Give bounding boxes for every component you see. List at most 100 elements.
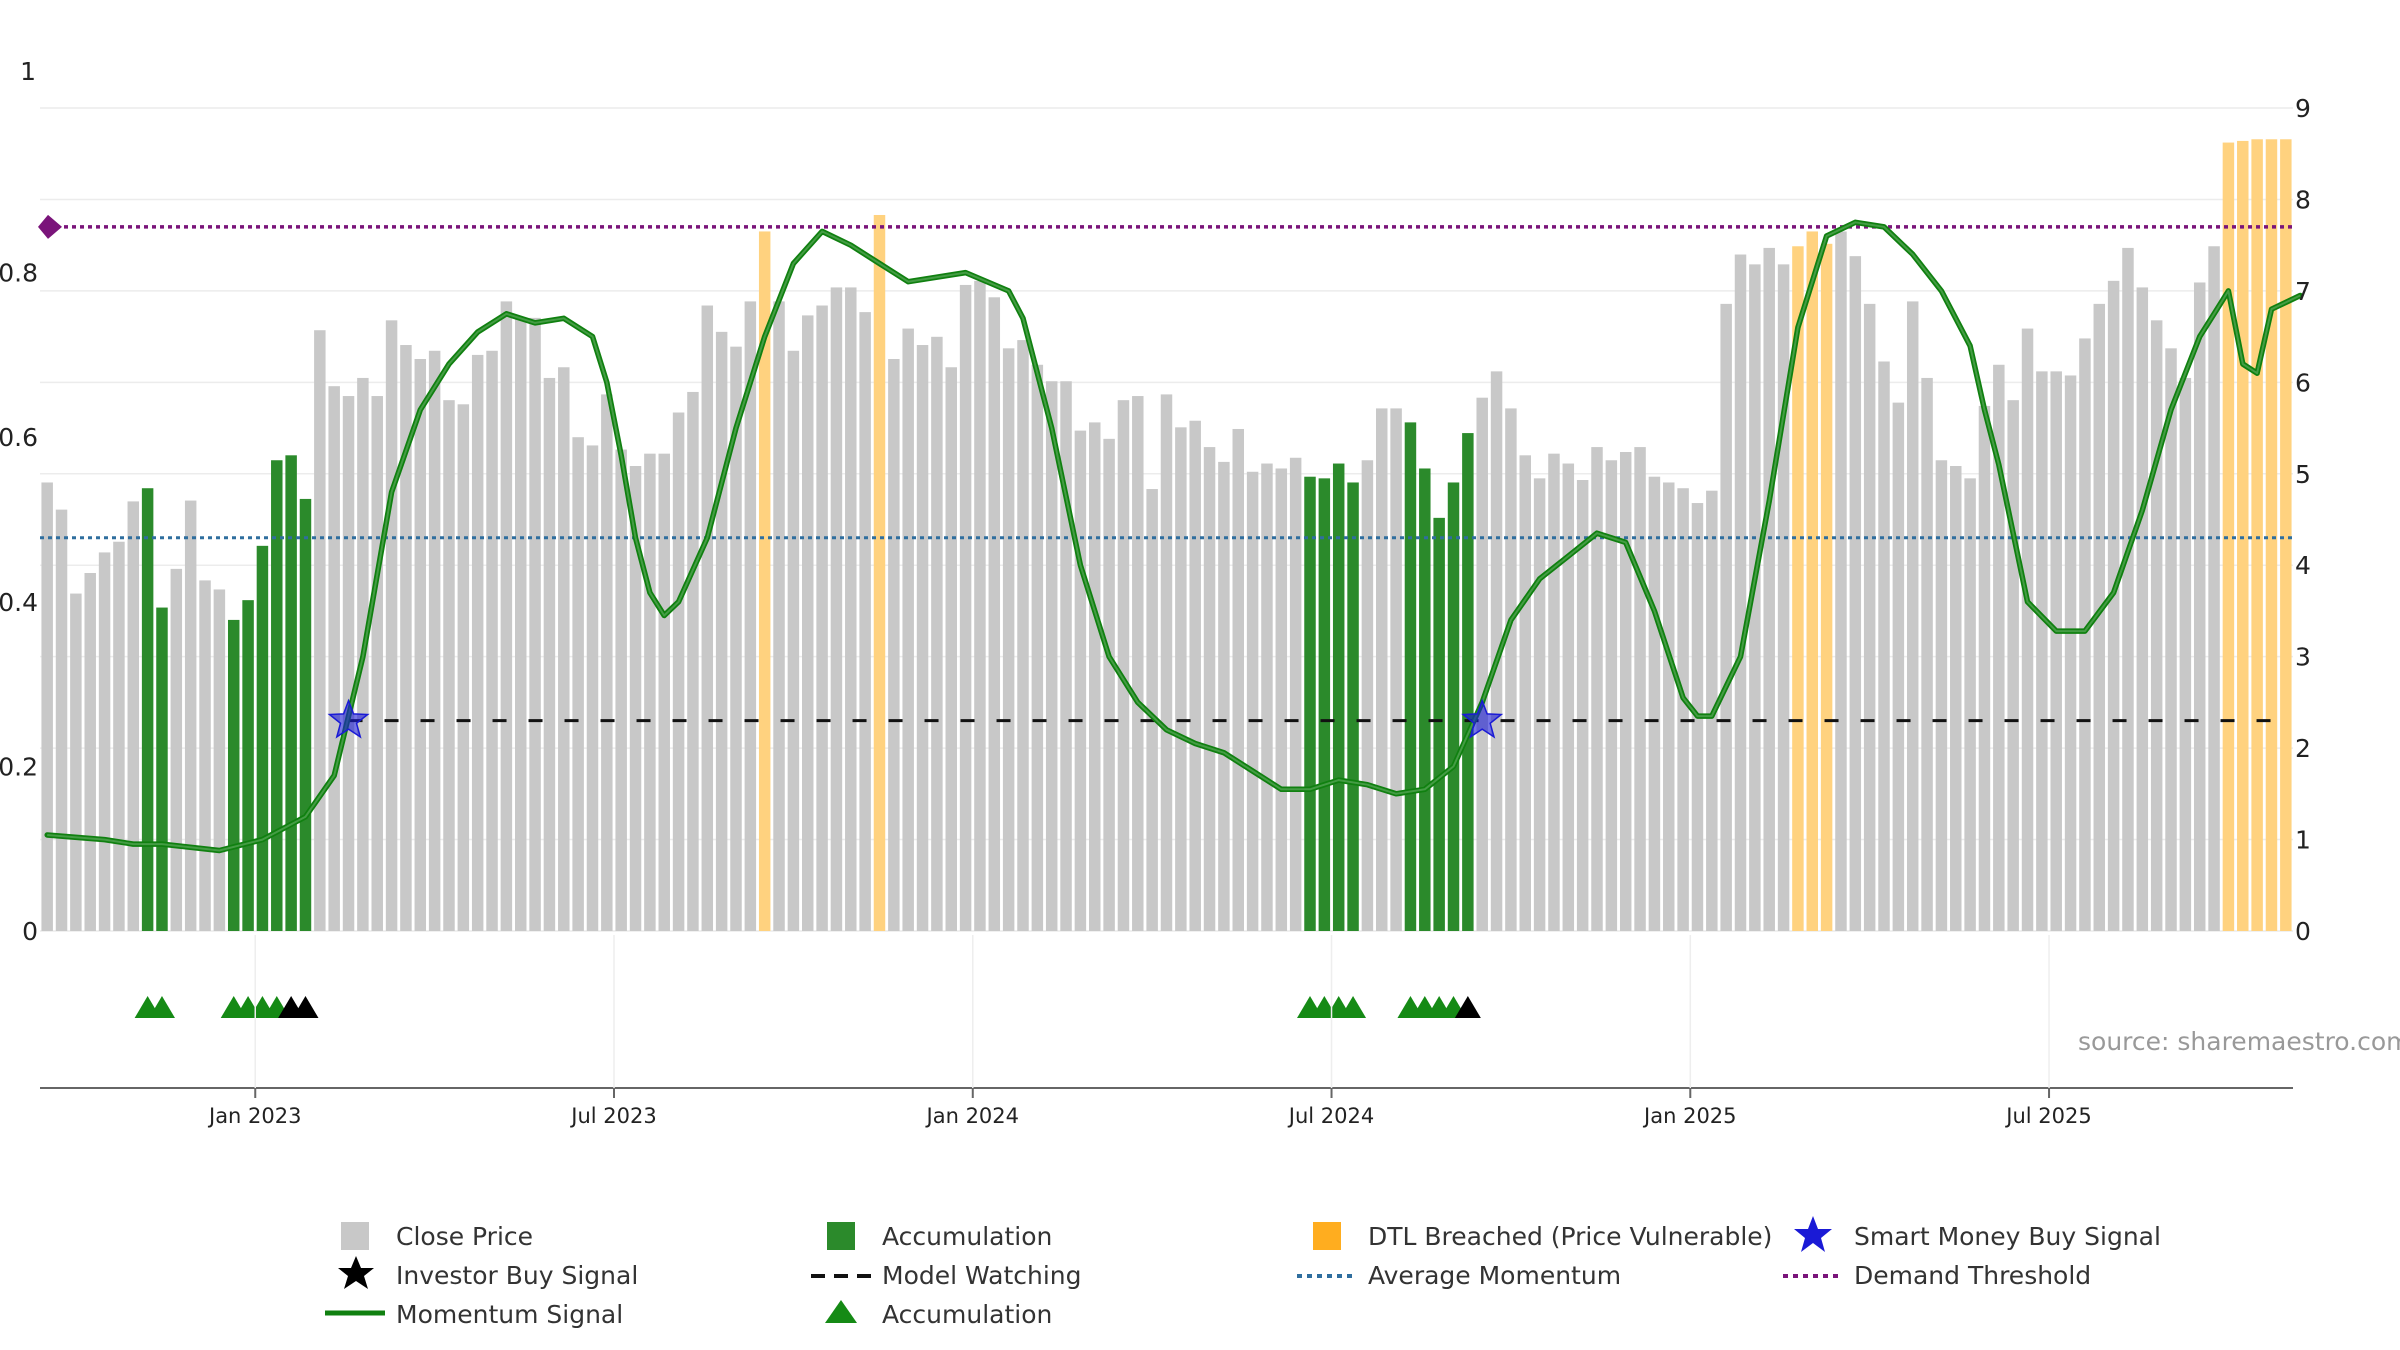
x-tick-label: Jul 2023 [569,1104,656,1128]
close-price-bar [2150,320,2163,932]
close-price-bar [500,301,513,931]
legend-smart-money-icon [1794,1216,1832,1252]
close-price-bar [615,449,627,931]
legend-average-momentum-label: Average Momentum [1368,1261,1621,1290]
close-price-bar [1720,303,1732,931]
close-price-bar [1074,430,1087,931]
dtl-breached-bar [2251,139,2263,932]
close-price-bar [170,568,183,931]
close-price-bar [2093,303,2106,931]
close-price-bar [1763,247,1775,931]
close-price-bar [1835,231,1847,931]
dtl-breached-bar [2280,139,2292,932]
x-tick-label: Jan 2025 [1642,1104,1737,1128]
y-right-tick-label: 0 [2295,917,2311,946]
y-left-tick-label: 1 [20,57,36,86]
close-price-bar [1060,381,1072,932]
close-price-bar [328,386,340,931]
close-price-bar [2050,371,2062,931]
close-price-bar [2208,246,2220,931]
x-axis-ticks: Jan 2023 Jul 2023 Jan 2024 Jul 2024 Jan 2025… [207,935,2092,1128]
dtl-breached-bar [1820,243,1833,932]
accumulation-bar [1462,433,1474,931]
x-tick-label: Jul 2025 [2004,1104,2091,1128]
close-price-bar [1017,340,1029,931]
close-price-bar [773,301,785,931]
close-price-bar [1390,408,1402,931]
close-price-bar [1892,402,1905,931]
investor-buy-triangle [292,996,319,1018]
close-price-bar [471,354,484,931]
close-price-bar [2107,280,2120,932]
accumulation-bar [1347,482,1359,931]
close-price-bar [988,297,1001,931]
x-tick-label: Jul 2024 [1287,1104,1374,1128]
close-price-bar [457,404,470,931]
close-price-bar [644,453,656,931]
close-price-bar [1519,455,1531,931]
close-price-bar [2193,282,2206,931]
close-price-bar [70,593,82,931]
close-price-bar [514,317,527,931]
close-price-bar [543,377,556,932]
demand-threshold-marker [38,214,62,239]
close-price-bar [2122,247,2134,931]
accumulation-triangle [148,996,175,1018]
legend-dtl-label: DTL Breached (Price Vulnerable) [1368,1222,1772,1251]
close-price-bar [1906,301,1919,931]
close-price-bar [443,400,455,931]
close-price-bar [787,350,800,931]
y-right-tick-label: 7 [2295,277,2311,306]
close-price-bar [687,391,699,931]
accumulation-bar [1433,517,1445,931]
close-price-bar [1734,254,1747,931]
close-price-bar [1863,303,1876,931]
close-price-bar [98,552,111,931]
close-price-bar [701,305,714,931]
close-price-bar [400,345,412,931]
close-price-bar [586,445,599,931]
dtl-breached-bar [2237,140,2249,932]
accumulation-bar [242,600,254,931]
close-price-bar [629,466,642,931]
close-price-bar [1562,463,1575,931]
y-right-tick-label: 8 [2295,185,2311,214]
accumulation-bar [299,498,312,931]
dtl-breached-bar [1792,246,1804,931]
close-price-bar [2064,375,2077,932]
close-price-bar [84,572,96,931]
close-price-bar [1978,405,1991,931]
smart-money-buy-star [1461,698,1504,739]
close-price-bar [2079,338,2091,931]
dtl-breached-bar [2222,142,2235,932]
close-price-bar [1275,468,1288,931]
accumulation-bar [285,455,297,931]
close-price-bar [802,315,814,931]
close-price-bar [1605,460,1618,931]
close-price-bar [1849,256,1862,931]
accumulation-bar [227,619,240,931]
close-price-bar [1921,377,1933,932]
accumulation-bar [156,607,168,931]
close-price-bar [1146,489,1158,931]
legend-investor-buy-label: Investor Buy Signal [396,1261,638,1290]
accumulation-bar [1419,468,1431,931]
y-axis-left: 0 0.2 0.4 0.6 0.8 1 [0,57,38,946]
close-price-bar [830,287,843,931]
close-price-bar [744,301,757,931]
accumulation-bar [1447,482,1460,931]
close-price-bar [1261,463,1273,931]
close-price-bar [572,437,584,931]
investor-buy-triangle [1454,996,1481,1018]
accumulation-bar [271,460,283,931]
close-price-bar [2179,377,2192,932]
close-price-bar [529,317,541,931]
close-price-bar [715,331,728,932]
close-price-bar [816,305,828,931]
accumulation-bar [256,545,269,931]
close-price-bar [1002,348,1015,931]
close-price-bar [113,541,125,931]
close-price-bar [127,501,140,931]
close-price-bar [55,509,68,931]
reference-lines [38,214,2293,723]
